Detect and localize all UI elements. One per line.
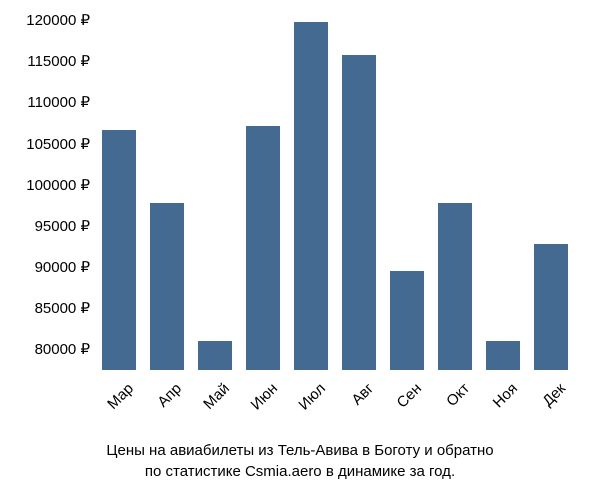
x-tick-label: Сен bbox=[371, 380, 425, 434]
y-tick-label: 100000 ₽ bbox=[5, 176, 90, 194]
bar bbox=[534, 244, 569, 370]
bar bbox=[198, 341, 233, 370]
y-tick-label: 85000 ₽ bbox=[5, 299, 90, 317]
bar bbox=[246, 126, 281, 370]
caption-line-1: Цены на авиабилеты из Тель-Авива в Богот… bbox=[106, 442, 493, 459]
bar bbox=[294, 22, 329, 370]
x-tick-label: Апр bbox=[131, 380, 185, 434]
x-tick-label: Дек bbox=[515, 380, 569, 434]
price-chart: 80000 ₽ 85000 ₽ 90000 ₽ 95000 ₽ 100000 ₽ 1050… bbox=[0, 0, 600, 500]
chart-caption: Цены на авиабилеты из Тель-Авива в Богот… bbox=[0, 440, 600, 482]
y-tick-label: 105000 ₽ bbox=[5, 135, 90, 153]
x-tick-label: Мар bbox=[83, 380, 137, 434]
x-tick-label: Июл bbox=[275, 380, 329, 434]
x-tick-label: Июн bbox=[227, 380, 281, 434]
bar bbox=[150, 203, 185, 370]
y-tick-label: 110000 ₽ bbox=[5, 93, 90, 111]
bar bbox=[438, 203, 473, 370]
x-tick-label: Май bbox=[179, 380, 233, 434]
y-tick-label: 90000 ₽ bbox=[5, 258, 90, 276]
bar bbox=[486, 341, 521, 370]
y-tick-label: 115000 ₽ bbox=[5, 52, 90, 70]
bar bbox=[102, 130, 137, 370]
plot-area bbox=[95, 20, 575, 370]
x-tick-label: Ноя bbox=[467, 380, 521, 434]
x-tick-label: Окт bbox=[419, 380, 473, 434]
y-tick-label: 80000 ₽ bbox=[5, 340, 90, 358]
bar bbox=[342, 55, 377, 370]
y-tick-label: 95000 ₽ bbox=[5, 217, 90, 235]
x-tick-label: Авг bbox=[323, 380, 377, 434]
y-tick-label: 120000 ₽ bbox=[5, 11, 90, 29]
caption-line-2: по статистике Csmia.aero в динамике за г… bbox=[145, 463, 455, 480]
bar bbox=[390, 271, 425, 370]
